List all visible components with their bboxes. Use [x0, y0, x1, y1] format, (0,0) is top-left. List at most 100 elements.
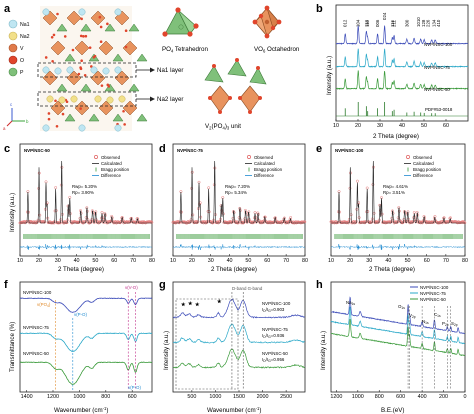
- xrd-trace: [335, 48, 469, 69]
- c-legend-bragg: Bragg position: [101, 167, 130, 172]
- na1-atom: [114, 8, 122, 16]
- vo6-octahedron-small: [98, 40, 114, 56]
- po4-tetrahedron-small: [80, 83, 92, 92]
- oxygen-atom: [47, 117, 51, 121]
- b-traces: [335, 25, 469, 117]
- observed-point: [65, 221, 69, 225]
- na2-atom: [58, 96, 66, 104]
- b-axis-label: b: [26, 119, 29, 124]
- na1-layer-label: Na1 layer: [157, 67, 183, 74]
- e-rp: Rp= 3.51%: [383, 190, 405, 195]
- panel-label-c: c: [4, 143, 10, 155]
- observed-point: [128, 220, 132, 224]
- peak-index-label: 110: [365, 19, 370, 27]
- x-tick-label: 30: [208, 258, 214, 264]
- x-tick-label: 50: [245, 258, 251, 264]
- oxygen-atom: [54, 99, 57, 103]
- e-legend-bragg: Bragg position: [413, 167, 442, 172]
- x-tick-label: 50: [405, 258, 411, 264]
- panel-e: e NVP/NSC-100 Rwp= 4.61% Rp= 3.51% Obser…: [316, 143, 468, 273]
- b-xticks: 10 20 30 40 50 60: [333, 119, 449, 129]
- h-n-label: N1s: [422, 319, 429, 325]
- f-series-label-75: NVP/NSC-75: [23, 325, 49, 330]
- g-series-label-75: NVP/NSC-75: [262, 327, 288, 332]
- f-po4-annotation: v(PO4): [37, 302, 51, 308]
- c-plot-frame: [19, 143, 153, 257]
- x-tick-label: 70: [130, 258, 136, 264]
- x-tick-label: 20: [189, 258, 195, 264]
- po4-tetrahedron-small: [88, 113, 100, 122]
- oxygen-atom: [124, 29, 128, 32]
- h-v-label: V2p: [409, 313, 416, 319]
- h-legend: NVP/NSC-100 NVP/NSC-75 NVP/NSC-50: [410, 285, 449, 302]
- vo6-octahedron-small: [90, 70, 106, 86]
- x-tick-label: 1000: [73, 394, 85, 400]
- oxygen-atom: [52, 33, 56, 37]
- panel-label-h: h: [316, 279, 323, 291]
- d-xticks: 10 20 30 40 50 60 70 80: [170, 254, 308, 264]
- x-tick-label: 800: [101, 394, 110, 400]
- observed-point: [198, 201, 202, 205]
- d-legend: Observed Calculated Bragg position Diffe…: [245, 155, 283, 178]
- na1-atom: [114, 66, 122, 74]
- x-tick-label: 10: [328, 258, 334, 264]
- atom-legend: Na1 Na2 V O P: [8, 19, 30, 77]
- g-plot: ★ ★ ★ ★: [172, 292, 305, 390]
- vo6-octahedron-small: [90, 10, 106, 26]
- e-xlabel: 2 Theta (degree): [369, 266, 415, 273]
- oxygen-atom: [123, 123, 126, 126]
- o-swatch: [8, 55, 18, 65]
- x-tick-label: 50: [421, 123, 427, 129]
- po4-tetrahedron-small: [112, 113, 124, 122]
- observed-point: [340, 221, 344, 225]
- po4-tetrahedron-small: [128, 83, 140, 92]
- g-ylabel: Intensity (a.u.): [163, 331, 170, 370]
- na1-atom: [78, 8, 86, 16]
- e-legend-difference: Difference: [413, 173, 433, 178]
- b-ylabel: Intensity (a.u.): [326, 56, 333, 95]
- d-rwp: Rwp= 7.20%: [225, 184, 250, 189]
- na2-atom: [46, 95, 54, 103]
- x-tick-label: 10: [333, 123, 339, 129]
- difference-curve: [19, 243, 153, 250]
- e-sample-name: NVP/NSC-100: [335, 148, 364, 153]
- legend-na1: Na1: [20, 22, 30, 28]
- peak-index-label: 134: [431, 19, 436, 27]
- oxygen-atom: [100, 84, 104, 87]
- v-swatch: [8, 43, 18, 53]
- calculated-curve: [331, 160, 465, 224]
- panel-a: a Na1 Na2 V O P Na1 layer Na2 layer: [3, 3, 300, 132]
- x-tick-label: 80: [462, 258, 468, 264]
- x-tick-label: 70: [443, 258, 449, 264]
- peak-index-label: 128: [421, 19, 426, 27]
- po4-tetrahedron-small: [56, 23, 68, 32]
- panel-label-a: a: [4, 3, 11, 15]
- star-marker: ★: [217, 299, 222, 305]
- d-legend-bragg: Bragg position: [254, 167, 283, 172]
- raman-trace: [173, 298, 305, 319]
- c-legend-observed: Observed: [101, 155, 121, 160]
- na1-atom: [102, 67, 110, 75]
- peak-index-label: 113: [364, 19, 369, 27]
- f-series-label-50: NVP/NSC-50: [23, 351, 49, 356]
- na1-atom: [42, 66, 50, 74]
- b-xlabel: 2 Theta (degree): [373, 133, 419, 140]
- na1-atom: [78, 124, 86, 132]
- c-plot: [18, 160, 154, 250]
- x-tick-label: 20: [355, 123, 361, 129]
- vo6-label: VO6 Octahedron: [254, 46, 300, 54]
- oxygen-atom: [80, 17, 83, 21]
- panel-label-g: g: [159, 279, 166, 291]
- observed-point: [251, 221, 255, 225]
- peak-index-label: 410: [436, 19, 441, 27]
- calculated-curve: [20, 160, 152, 224]
- na1-arrowhead: [150, 67, 155, 73]
- peak-index-label: 1010: [416, 17, 421, 27]
- panel-label-f: f: [4, 279, 8, 291]
- observed-point: [237, 221, 241, 224]
- g-inset-box: [175, 298, 239, 390]
- oxygen-atom: [51, 60, 54, 63]
- xrd-trace: [335, 70, 469, 90]
- x-tick-label: 40: [74, 258, 80, 264]
- peak-index-label: 012: [343, 19, 348, 27]
